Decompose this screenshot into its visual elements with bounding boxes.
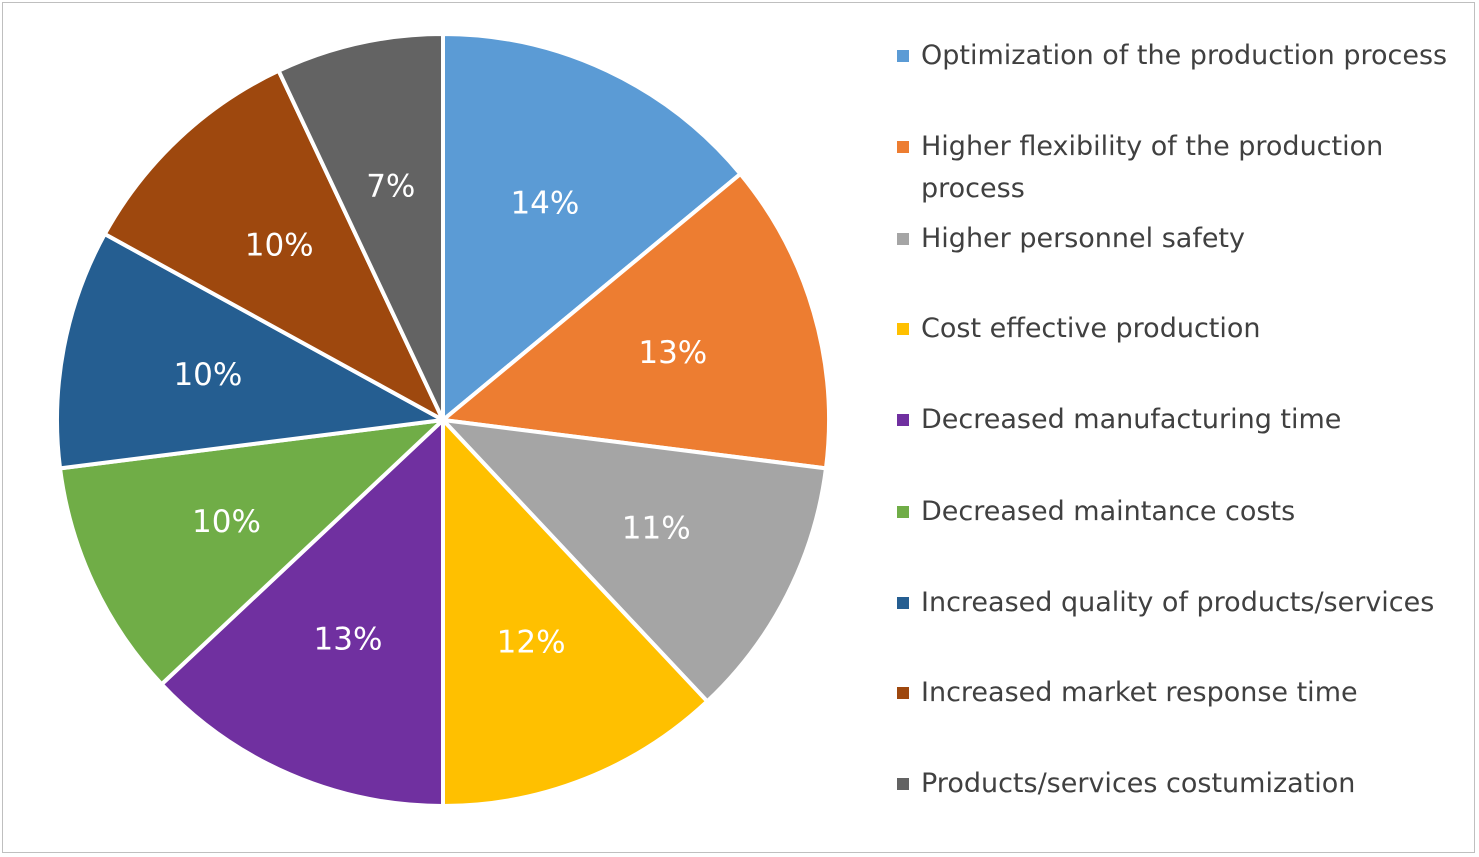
legend-swatch bbox=[897, 597, 909, 609]
slice-data-label: 10% bbox=[192, 504, 261, 540]
pie-slice bbox=[159, 418, 445, 808]
legend-label: Higher flexibility of the production pro… bbox=[921, 131, 1384, 204]
pie-slice bbox=[441, 171, 831, 471]
slice-data-label: 7% bbox=[366, 168, 415, 204]
legend-item: Products/services costumization bbox=[897, 763, 1461, 805]
legend-label: Cost effective production bbox=[921, 313, 1261, 344]
pie-slice bbox=[441, 418, 710, 808]
legend-label: Increased quality of products/services bbox=[921, 587, 1435, 618]
pie-slice bbox=[102, 68, 445, 422]
legend-item: Decreased manufacturing time bbox=[897, 399, 1461, 441]
slice-data-label: 13% bbox=[314, 622, 383, 658]
pie-chart: 14% 13% 11% 12% 13% 10% 10% 10% 7% bbox=[55, 32, 831, 808]
legend-swatch bbox=[897, 141, 909, 153]
pie-slice bbox=[441, 418, 828, 704]
legend-swatch bbox=[897, 50, 909, 62]
slice-data-label: 12% bbox=[497, 625, 566, 661]
legend-item: Decreased maintance costs bbox=[897, 491, 1461, 533]
legend-swatch bbox=[897, 778, 909, 790]
slice-data-label: 14% bbox=[510, 185, 579, 221]
legend-label: Products/services costumization bbox=[921, 768, 1356, 799]
slice-data-label: 10% bbox=[173, 357, 242, 393]
pie-slice bbox=[276, 32, 445, 422]
pie-slice bbox=[58, 418, 445, 687]
slice-data-label: 13% bbox=[638, 335, 707, 371]
legend-label: Decreased manufacturing time bbox=[921, 404, 1342, 435]
legend-label: Increased market response time bbox=[921, 677, 1358, 708]
legend-label: Decreased maintance costs bbox=[921, 496, 1296, 527]
pie-slice bbox=[441, 32, 743, 422]
legend-item: Increased market response time bbox=[897, 672, 1461, 714]
slice-data-label: 10% bbox=[245, 228, 314, 264]
legend-item: Cost effective production bbox=[897, 308, 1461, 350]
legend-swatch bbox=[897, 506, 909, 518]
legend-swatch bbox=[897, 687, 909, 699]
pie-slice bbox=[55, 232, 445, 471]
legend-item: Higher personnel safety bbox=[897, 218, 1461, 260]
legend-item: Higher flexibility of the production pro… bbox=[897, 126, 1461, 210]
slice-data-label: 11% bbox=[622, 511, 691, 547]
legend-swatch bbox=[897, 414, 909, 426]
legend-label: Higher personnel safety bbox=[921, 223, 1245, 254]
legend-label: Optimization of the production process bbox=[921, 40, 1448, 71]
legend-item: Optimization of the production process bbox=[897, 35, 1461, 77]
legend-swatch bbox=[897, 323, 909, 335]
legend-swatch bbox=[897, 233, 909, 245]
legend-item: Increased quality of products/services bbox=[897, 582, 1461, 624]
legend: Optimization of the production process Hi… bbox=[897, 0, 1472, 857]
